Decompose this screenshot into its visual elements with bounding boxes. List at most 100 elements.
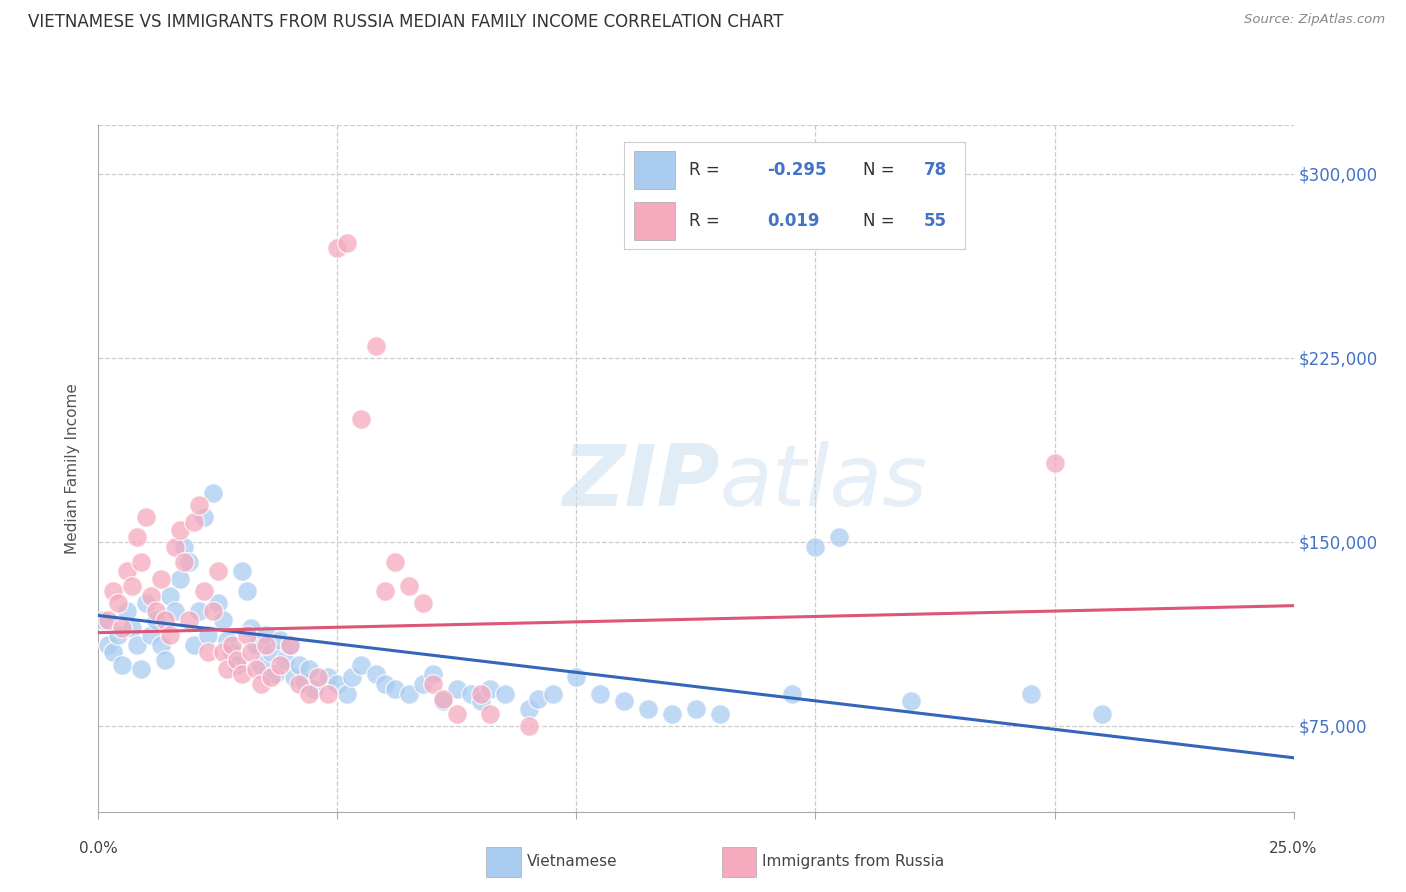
Point	[479, 706, 502, 721]
Point	[207, 565, 229, 579]
Point	[245, 662, 267, 677]
Point	[254, 638, 277, 652]
Point	[197, 628, 219, 642]
Point	[115, 604, 138, 618]
Text: N =: N =	[863, 161, 900, 178]
Point	[565, 670, 588, 684]
Point	[432, 692, 454, 706]
Point	[316, 670, 339, 684]
Point	[131, 662, 153, 677]
Point	[298, 662, 321, 677]
Text: atlas: atlas	[720, 441, 928, 524]
Point	[517, 719, 540, 733]
Point	[139, 628, 162, 642]
Text: 55: 55	[924, 211, 948, 230]
Text: -0.295: -0.295	[768, 161, 827, 178]
Point	[145, 614, 167, 628]
Point	[211, 614, 233, 628]
Point	[292, 674, 315, 689]
Point	[231, 565, 253, 579]
Point	[1019, 687, 1042, 701]
Point	[179, 554, 201, 569]
Point	[432, 694, 454, 708]
Point	[479, 681, 502, 696]
Point	[364, 667, 387, 681]
Point	[541, 687, 564, 701]
Point	[139, 589, 162, 603]
Point	[115, 565, 138, 579]
Text: VIETNAMESE VS IMMIGRANTS FROM RUSSIA MEDIAN FAMILY INCOME CORRELATION CHART: VIETNAMESE VS IMMIGRANTS FROM RUSSIA MED…	[28, 13, 783, 31]
Point	[307, 670, 329, 684]
Point	[398, 579, 420, 593]
Point	[226, 653, 249, 667]
Y-axis label: Median Family Income: Median Family Income	[65, 383, 80, 554]
Point	[288, 657, 311, 672]
Point	[517, 701, 540, 715]
Point	[155, 653, 177, 667]
Text: R =: R =	[689, 211, 725, 230]
Point	[780, 687, 803, 701]
Point	[163, 540, 186, 554]
Text: 0.019: 0.019	[768, 211, 820, 230]
Point	[685, 701, 707, 715]
Point	[202, 604, 225, 618]
Point	[187, 498, 209, 512]
Point	[97, 614, 120, 628]
Point	[1091, 706, 1114, 721]
Point	[221, 638, 243, 652]
Point	[226, 657, 249, 672]
Point	[207, 596, 229, 610]
Text: R =: R =	[689, 161, 725, 178]
Point	[527, 692, 550, 706]
FancyBboxPatch shape	[721, 847, 755, 877]
Point	[804, 540, 827, 554]
Point	[422, 677, 444, 691]
Point	[316, 687, 339, 701]
Point	[235, 628, 257, 642]
Point	[135, 510, 157, 524]
Point	[384, 681, 406, 696]
Point	[173, 554, 195, 569]
Point	[231, 667, 253, 681]
Point	[91, 614, 114, 628]
Point	[422, 667, 444, 681]
Point	[202, 485, 225, 500]
Point	[173, 540, 195, 554]
Point	[169, 572, 191, 586]
Point	[125, 638, 148, 652]
Text: ZIP: ZIP	[562, 441, 720, 524]
Point	[155, 614, 177, 628]
Point	[336, 687, 359, 701]
Point	[149, 638, 172, 652]
Point	[278, 638, 301, 652]
Point	[613, 694, 636, 708]
FancyBboxPatch shape	[634, 151, 675, 189]
Point	[159, 589, 181, 603]
Point	[364, 339, 387, 353]
Text: Source: ZipAtlas.com: Source: ZipAtlas.com	[1244, 13, 1385, 27]
Point	[340, 670, 363, 684]
Point	[446, 681, 468, 696]
Point	[326, 677, 349, 691]
Point	[111, 621, 134, 635]
Point	[350, 412, 373, 426]
Point	[269, 657, 291, 672]
Text: 78: 78	[924, 161, 948, 178]
Point	[97, 638, 120, 652]
Point	[111, 657, 134, 672]
Point	[254, 628, 277, 642]
Point	[245, 638, 267, 652]
Point	[298, 687, 321, 701]
Point	[398, 687, 420, 701]
Point	[125, 530, 148, 544]
Point	[589, 687, 612, 701]
FancyBboxPatch shape	[486, 847, 520, 877]
Point	[326, 241, 349, 255]
Point	[494, 687, 516, 701]
Point	[107, 628, 129, 642]
Point	[250, 657, 273, 672]
Point	[179, 614, 201, 628]
Point	[183, 638, 205, 652]
Point	[336, 235, 359, 250]
Point	[259, 670, 281, 684]
